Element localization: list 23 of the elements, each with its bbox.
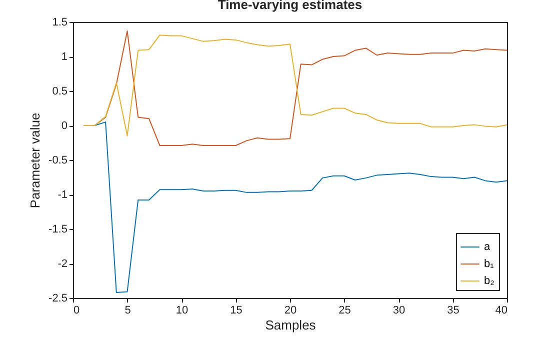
y-tick-label: -0.5 [48, 154, 68, 166]
x-axis-title: Samples [265, 318, 316, 332]
y-tick-label: -2 [58, 258, 68, 270]
y-tick-label: -1.5 [48, 224, 68, 236]
x-tick-label: 35 [447, 304, 460, 316]
x-tick-label: 40 [495, 304, 508, 316]
x-tick-label: 30 [392, 304, 406, 316]
x-tick-label: 20 [284, 304, 297, 316]
y-tick-label: 1.5 [52, 16, 68, 28]
x-tick-label: 5 [124, 304, 131, 316]
y-tick-label: -2.5 [48, 292, 68, 304]
y-tick-label: -1 [58, 189, 68, 201]
x-tick-label: 0 [74, 304, 80, 316]
x-tick-label: 15 [230, 304, 242, 316]
legend-label: a [484, 241, 491, 253]
x-tick-label: 10 [176, 304, 188, 316]
y-axis-title: Parameter value [28, 112, 43, 208]
legend-label: b₁ [484, 258, 494, 270]
legend-label: b₂ [484, 275, 494, 287]
y-tick-label: 0.5 [52, 86, 68, 98]
y-tick-label: 1 [61, 51, 68, 63]
y-tick-label: 0 [61, 120, 68, 132]
x-tick-label: 25 [338, 304, 351, 316]
